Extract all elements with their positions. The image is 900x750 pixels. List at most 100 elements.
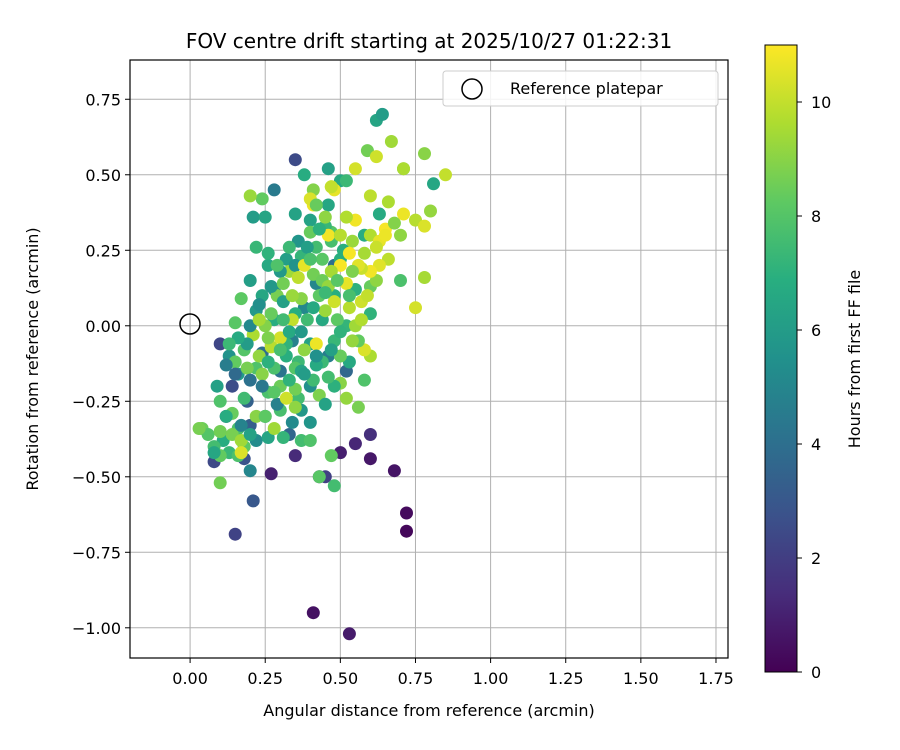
data-point [228,367,242,381]
data-point [288,258,302,272]
y-tick-label: 0.75 [85,90,121,109]
data-point [357,373,371,387]
data-point [294,325,308,339]
x-tick-label: 0.00 [172,669,208,688]
data-point [255,367,269,381]
colorbar-tick-label: 0 [811,663,821,682]
data-point [288,449,302,463]
data-point [288,207,302,221]
data-point [309,240,323,254]
data-point [333,228,347,242]
data-point [228,316,242,330]
data-point [258,409,272,423]
data-point [327,295,341,309]
data-point [240,361,254,375]
data-point [348,162,362,176]
data-point [339,174,353,188]
data-point [409,301,422,315]
legend-box [442,70,719,107]
data-point [228,527,242,541]
data-point [288,400,302,414]
colorbar-tick-label: 8 [811,207,821,226]
colorbar-label: Hours from first FF file [845,270,864,449]
data-point [252,313,266,327]
y-tick-label: 0.00 [85,317,121,336]
data-point [285,313,299,327]
data-point [318,210,332,224]
data-point [276,431,290,444]
x-tick-label: 1.25 [548,669,584,688]
x-tick-label: 0.75 [398,669,434,688]
data-point [387,464,401,478]
x-tick-label: 1.50 [623,669,659,688]
data-point [369,150,383,164]
data-point [400,506,413,520]
data-point [394,274,407,287]
data-point [394,228,407,242]
data-point [276,277,290,290]
colorbar: 0 2 4 6 8 10 Hours from first FF file [764,44,864,682]
data-point [255,379,269,393]
data-point [363,452,377,466]
data-point [439,168,452,182]
x-tick-label: 0.50 [323,669,359,688]
data-point [342,301,356,315]
data-point [225,379,239,393]
data-point [318,304,332,318]
data-point [219,358,233,372]
data-point [219,409,233,423]
data-point [243,464,257,478]
data-point [330,274,344,287]
data-point [424,204,437,218]
data-point [261,258,275,272]
data-point [372,207,386,221]
data-point [282,240,296,254]
data-point [309,337,323,351]
data-point [324,449,338,463]
y-tick-label: 0.50 [85,166,121,185]
data-point [387,216,401,230]
data-point [397,162,410,176]
data-point [324,180,338,194]
data-point [255,192,269,206]
data-point [297,168,311,182]
data-point [249,240,263,254]
data-point [264,307,278,321]
data-point [342,246,356,260]
data-point [246,210,260,224]
y-tick-label: −0.75 [72,543,121,562]
colorbar-tick-label: 4 [811,435,821,454]
data-point [297,367,311,381]
data-point [309,198,323,212]
data-point [207,446,221,460]
data-point [306,606,320,620]
data-point [321,162,335,176]
data-point [297,343,311,357]
y-axis-label: Rotation from reference (arcmin) [23,227,42,490]
data-point [345,234,359,248]
data-point [418,219,431,233]
data-point [418,147,431,161]
y-tick-label: −0.50 [72,468,121,487]
reference-platepar-marker [179,313,201,335]
data-point [282,373,296,387]
data-point [267,183,281,197]
data-point [213,394,227,408]
data-point [261,355,275,369]
data-point [318,397,332,411]
data-point [360,289,374,303]
y-tick-label: −0.25 [72,392,121,411]
data-point [243,274,257,287]
data-point [243,373,257,387]
data-point [381,195,395,209]
data-point [309,349,323,363]
data-point [294,434,308,447]
data-point [303,415,317,429]
y-axis-ticks: 0.75 0.50 0.25 0.00 −0.25 −0.50 −0.75 −1.00 [72,90,130,638]
legend-label: Reference platepar [510,79,663,98]
data-point [264,280,278,293]
data-point [192,422,206,435]
data-point [327,479,341,493]
data-point [303,252,317,266]
data-point [300,313,314,327]
